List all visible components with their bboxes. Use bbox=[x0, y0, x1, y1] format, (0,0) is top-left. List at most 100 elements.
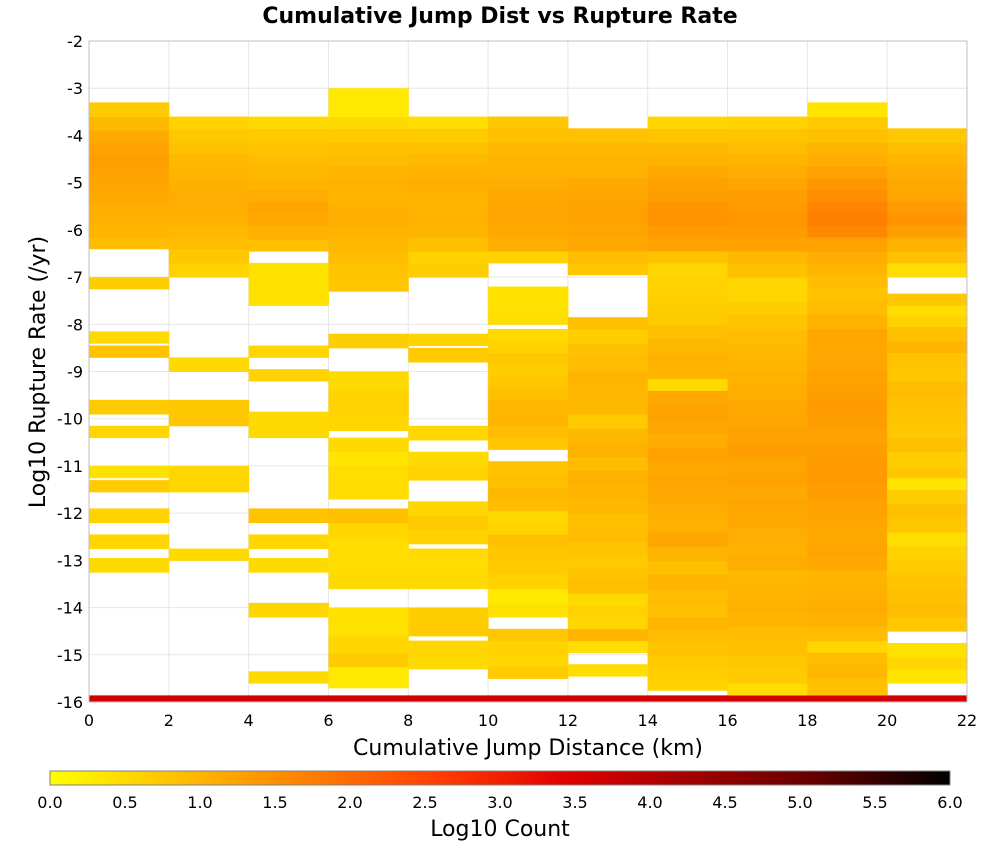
heatmap-cell bbox=[328, 536, 409, 576]
heatmap-cell bbox=[408, 529, 489, 545]
heatmap-cell bbox=[567, 428, 649, 443]
heatmap-cell bbox=[727, 262, 808, 278]
y-tick-label: -11 bbox=[57, 457, 83, 476]
x-tick-label: 16 bbox=[717, 711, 737, 730]
heatmap-cell bbox=[328, 635, 409, 653]
heatmap-cell bbox=[488, 475, 569, 488]
heatmap-cell bbox=[807, 251, 888, 264]
heatmap-cell bbox=[567, 498, 649, 514]
heatmap-cell bbox=[807, 274, 888, 288]
heatmap-cell bbox=[727, 128, 808, 144]
heatmap-cell bbox=[488, 487, 569, 500]
colorbar bbox=[49, 770, 951, 786]
x-tick-label: 8 bbox=[403, 711, 413, 730]
heatmap-cell bbox=[567, 201, 649, 214]
heatmap-cell bbox=[887, 574, 968, 590]
heatmap-cell bbox=[168, 177, 250, 191]
heatmap-cell bbox=[887, 326, 968, 342]
heatmap-cell bbox=[488, 388, 569, 401]
heatmap-cell bbox=[328, 522, 409, 538]
heatmap-cell bbox=[807, 527, 888, 542]
y-tick-label: -9 bbox=[67, 363, 83, 382]
heatmap-cell bbox=[647, 142, 729, 155]
heatmap-cell bbox=[488, 166, 569, 179]
heatmap-cell bbox=[408, 654, 489, 670]
heatmap-cell bbox=[567, 695, 649, 703]
heatmap-cells bbox=[89, 88, 968, 703]
colorbar-tick-label: 0.5 bbox=[112, 793, 137, 812]
heatmap-cell bbox=[89, 236, 170, 250]
heatmap-cell bbox=[248, 142, 329, 155]
heatmap-cell bbox=[248, 225, 329, 240]
heatmap-cell bbox=[727, 213, 808, 226]
heatmap-cell bbox=[89, 277, 170, 290]
heatmap-cell bbox=[567, 236, 649, 252]
heatmap-cell bbox=[567, 664, 649, 677]
heatmap-cell bbox=[488, 628, 569, 642]
heatmap-cell bbox=[488, 116, 569, 129]
heatmap-cell bbox=[807, 569, 888, 585]
x-axis-label: Cumulative Jump Distance (km) bbox=[353, 736, 703, 761]
heatmap-cell bbox=[647, 532, 729, 547]
heatmap-cell bbox=[807, 640, 888, 653]
y-tick-label: -15 bbox=[57, 646, 83, 665]
heatmap-cell bbox=[647, 366, 729, 380]
heatmap-cell bbox=[567, 329, 649, 344]
heatmap-cell bbox=[248, 345, 329, 358]
heatmap-cell bbox=[168, 399, 250, 427]
heatmap-cell bbox=[408, 116, 489, 129]
heatmap-cell bbox=[807, 154, 888, 167]
heatmap-cell bbox=[328, 166, 409, 179]
heatmap-cell bbox=[567, 413, 649, 429]
heatmap-cell bbox=[807, 484, 888, 500]
heatmap-cell bbox=[567, 357, 649, 372]
heatmap-cell bbox=[168, 248, 250, 264]
heatmap-cell bbox=[887, 642, 968, 658]
x-tick-label: 22 bbox=[957, 711, 977, 730]
heatmap-cell bbox=[727, 513, 808, 528]
heatmap-cell bbox=[328, 177, 409, 191]
heatmap-cell bbox=[408, 501, 489, 517]
heatmap-cell bbox=[328, 695, 409, 703]
heatmap-cell bbox=[807, 166, 888, 179]
heatmap-cell bbox=[807, 470, 888, 486]
heatmap-cell bbox=[488, 399, 569, 415]
heatmap-cell bbox=[168, 225, 250, 238]
heatmap-cell bbox=[328, 189, 409, 203]
heatmap-cell bbox=[647, 418, 729, 434]
heatmap-cell bbox=[647, 338, 729, 354]
x-tick-labels: 0 2 4 6 8 10 12 14 16 18 20 22 bbox=[84, 711, 977, 730]
heatmap-cell bbox=[168, 116, 250, 129]
heatmap-cell bbox=[408, 262, 489, 278]
heatmap-cell bbox=[727, 201, 808, 214]
heatmap-cell bbox=[807, 612, 888, 627]
heatmap-cell bbox=[567, 628, 649, 642]
heatmap-cell bbox=[328, 465, 409, 500]
heatmap-cell bbox=[807, 664, 888, 679]
heatmap-cell bbox=[408, 333, 489, 347]
heatmap-cell bbox=[567, 484, 649, 500]
heatmap-cell bbox=[727, 329, 808, 344]
heatmap-cell bbox=[408, 128, 489, 144]
heatmap-cell bbox=[328, 333, 409, 349]
heatmap-cell bbox=[647, 447, 729, 462]
heatmap-cell bbox=[248, 369, 329, 382]
heatmap-cell bbox=[488, 413, 569, 427]
x-tick-label: 6 bbox=[323, 711, 333, 730]
heatmap-cell bbox=[647, 475, 729, 491]
heatmap-cell bbox=[488, 177, 569, 191]
heatmap-cell bbox=[488, 189, 569, 203]
heatmap-cell bbox=[89, 142, 170, 155]
heatmap-cell bbox=[727, 277, 808, 302]
heatmap-cell bbox=[168, 201, 250, 214]
heatmap-cell bbox=[727, 385, 808, 401]
heatmap-cell bbox=[567, 166, 649, 179]
heatmap-cell bbox=[328, 213, 409, 226]
heatmap-cell bbox=[727, 142, 808, 155]
heatmap-cell bbox=[887, 588, 968, 604]
heatmap-cell bbox=[408, 621, 489, 637]
heatmap-cell bbox=[408, 607, 489, 623]
heatmap-cell bbox=[887, 517, 968, 533]
heatmap-cell bbox=[887, 366, 968, 382]
heatmap-cell bbox=[727, 251, 808, 264]
